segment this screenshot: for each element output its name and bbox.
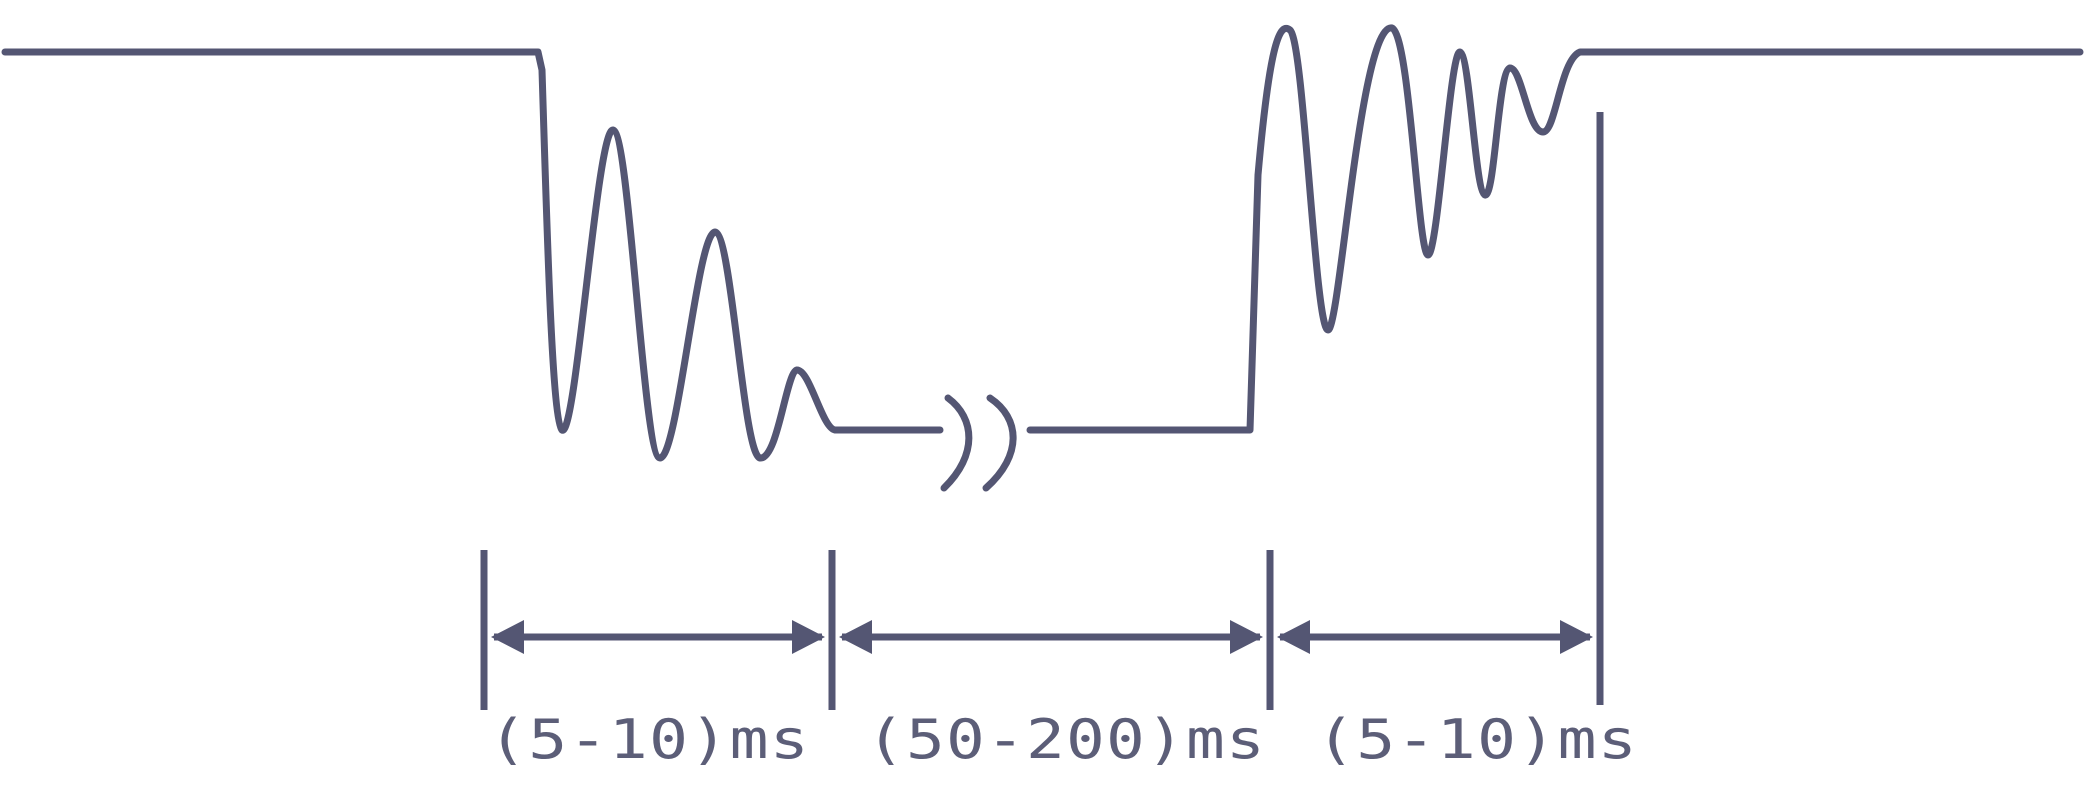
break-mark-left [940, 394, 973, 492]
segment-2-duration-label: (50-200)ms [866, 708, 1266, 771]
break-mark-right [982, 394, 1017, 492]
dimension-arrow-3-right-head [1560, 620, 1593, 654]
dimension-arrow-2-right-head [1230, 620, 1263, 654]
segment-1-duration-label: (5-10)ms [488, 708, 810, 771]
dimension-arrow-2-left-head [839, 620, 872, 654]
segment-3-duration-label: (5-10)ms [1316, 708, 1638, 771]
dimension-arrow-1-left-head [491, 620, 524, 654]
signal-waveform-low-continued [1026, 24, 2084, 434]
signal-waveform [1, 48, 944, 462]
dimension-arrow-3-left-head [1277, 620, 1310, 654]
dimension-arrow-1-right-head [792, 620, 825, 654]
